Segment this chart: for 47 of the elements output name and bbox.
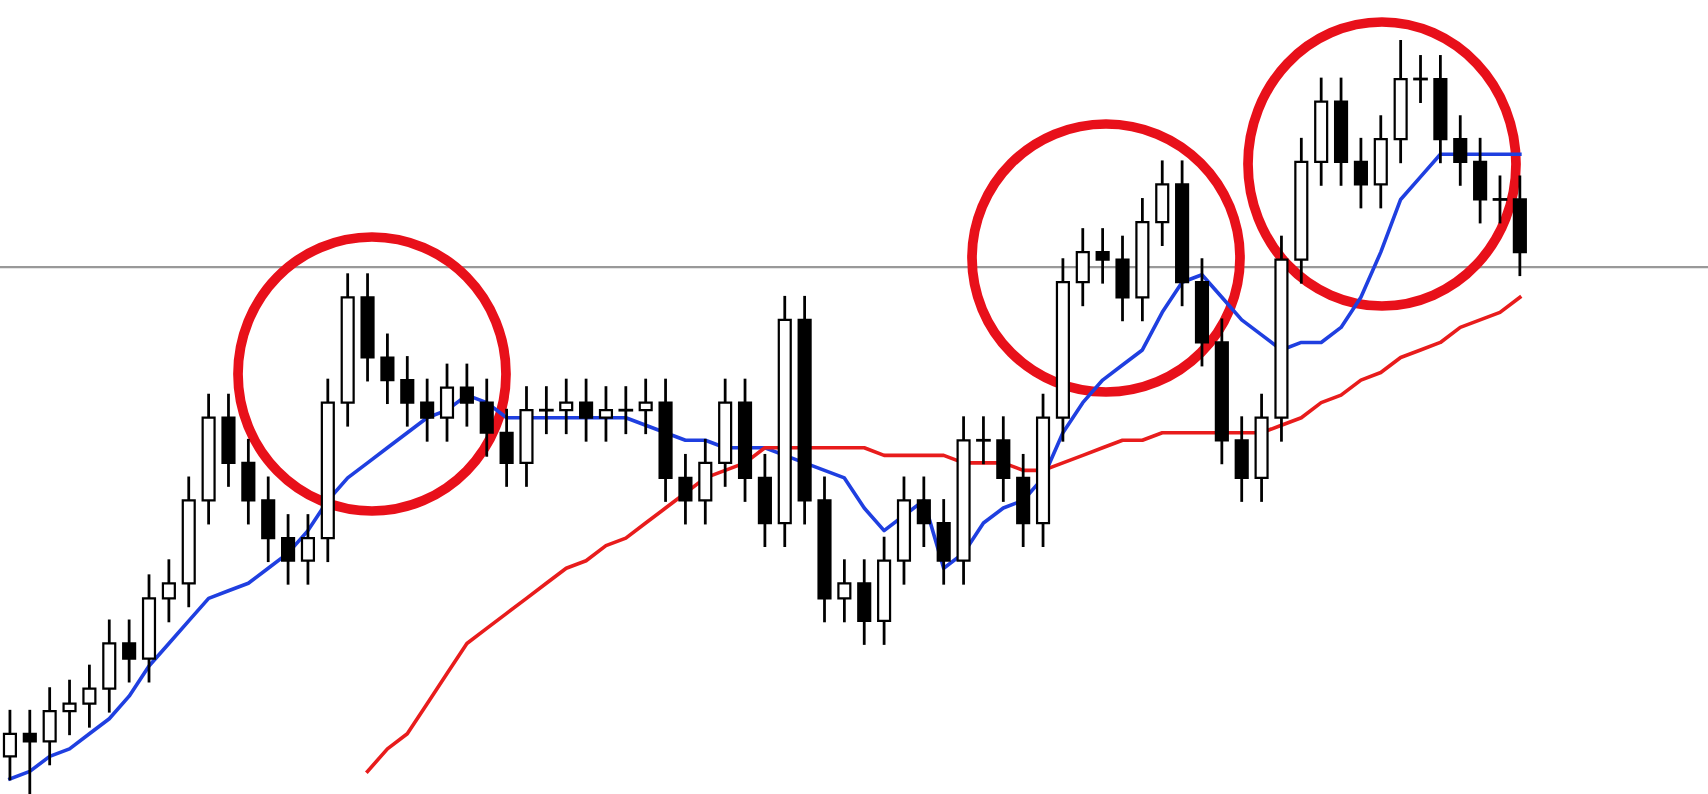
- candlestick: [1155, 160, 1170, 246]
- candlestick: [261, 476, 276, 563]
- candlestick: [439, 363, 455, 442]
- candlestick: [678, 453, 693, 525]
- candlestick: [837, 559, 852, 623]
- candlestick: [936, 499, 951, 585]
- candlestick: [221, 393, 236, 487]
- candlestick: [2, 709, 17, 781]
- candlestick: [82, 664, 97, 728]
- candlestick: [62, 679, 77, 736]
- candlestick: [857, 559, 872, 645]
- candlestick: [1473, 137, 1488, 224]
- candlestick: [598, 386, 614, 442]
- candlestick: [1453, 115, 1468, 186]
- candlestick: [1016, 453, 1031, 548]
- candlestick: [1075, 228, 1090, 307]
- candlestick: [1095, 228, 1110, 284]
- candlestick: [161, 559, 176, 623]
- candlestick: [300, 514, 316, 585]
- candlestick: [1353, 137, 1368, 209]
- candlestick: [42, 687, 57, 766]
- candlestick: [916, 476, 931, 548]
- candlestick: [1492, 175, 1508, 224]
- candlestick: [1413, 55, 1428, 103]
- candlestick: [22, 709, 37, 794]
- candlestick: [539, 386, 554, 435]
- candlestick: [459, 363, 474, 427]
- candlestick: [579, 378, 594, 442]
- candlestick: [1234, 416, 1249, 502]
- candlestick: [698, 438, 713, 525]
- candlestick: [1115, 235, 1130, 322]
- candlestick: [996, 416, 1011, 502]
- candlestick: [420, 378, 435, 442]
- candlestick: [618, 386, 634, 435]
- candlestick: [241, 438, 256, 525]
- candlestick: [976, 416, 991, 465]
- candlestick: [281, 514, 296, 585]
- candlestick: [122, 619, 137, 683]
- candlestick: [400, 356, 415, 427]
- candlestick: [499, 408, 514, 487]
- candlestick: [638, 378, 653, 435]
- candlestick: [102, 619, 117, 713]
- candlestick: [757, 453, 772, 548]
- candlestick: [559, 378, 574, 435]
- candlestick: [479, 378, 494, 457]
- candlestick: [1373, 115, 1388, 209]
- candlestick: [380, 333, 395, 405]
